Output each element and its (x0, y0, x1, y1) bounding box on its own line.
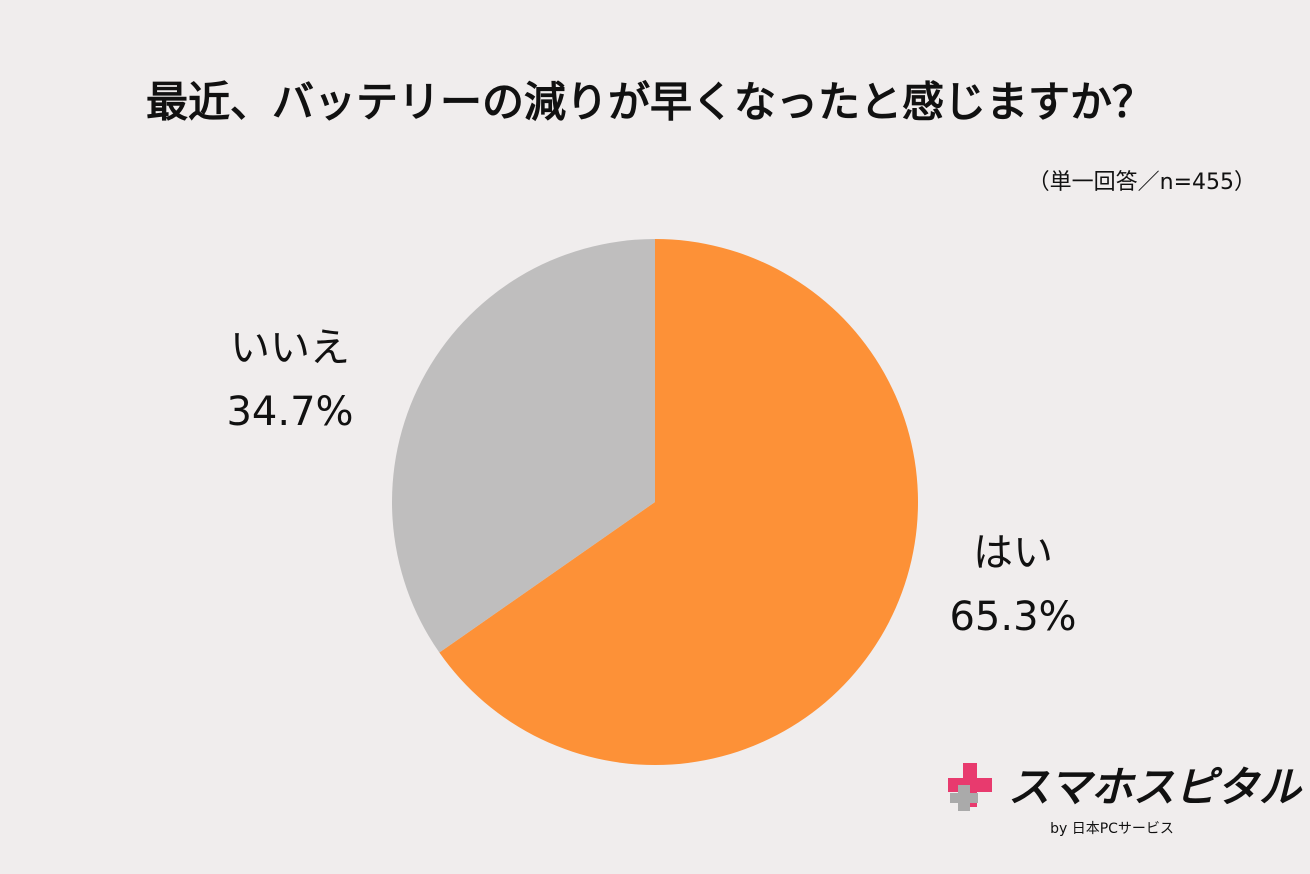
pie (392, 239, 918, 765)
logo-byline: by 日本PCサービス (1050, 821, 1174, 837)
pie-slice (392, 239, 655, 653)
logo-icon (948, 763, 992, 811)
chart-title: 最近、バッテリーの減りが早くなったと感じますか？ (146, 78, 1154, 127)
chart-subtitle: （単一回答／n=455） (1028, 170, 1256, 195)
logo-cross (950, 793, 978, 803)
logo-name: スマホスピタル (1008, 763, 1303, 812)
pie-slice (439, 239, 918, 765)
slice-label: はい (973, 530, 1053, 576)
value-label: 65.3% (949, 594, 1076, 640)
slice-label: いいえ (230, 325, 350, 371)
value-label: 34.7% (226, 389, 353, 435)
